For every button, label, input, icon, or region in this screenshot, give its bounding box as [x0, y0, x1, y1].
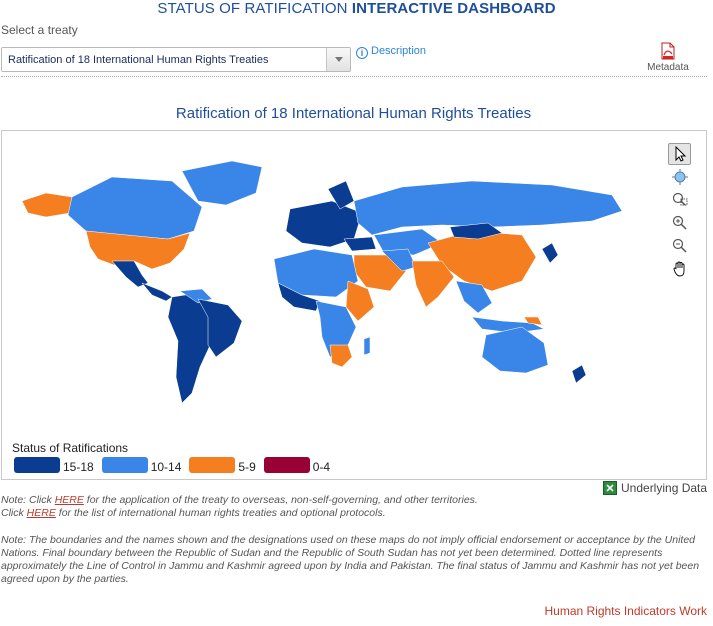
map-region-west-africa[interactable]	[277, 282, 321, 312]
full-extent-button[interactable]	[668, 166, 691, 188]
note-text: Note: Click	[1, 494, 52, 506]
metadata-label: Metadata	[647, 62, 689, 73]
description-link[interactable]: i Description	[356, 45, 426, 59]
legend: 15-18 10-14 5-9 0-4	[14, 457, 338, 473]
map-region-indonesia[interactable]	[471, 316, 545, 334]
map-region-usa[interactable]	[85, 230, 191, 270]
dashboard-title: STATUS OF RATIFICATION INTERACTIVE DASHB…	[0, 0, 713, 18]
map-region-greenland[interactable]	[181, 160, 263, 206]
map-region-southern-africa[interactable]	[329, 344, 353, 368]
description-label: Description	[371, 45, 427, 57]
map-region-mexico[interactable]	[111, 260, 149, 288]
legend-item-5-9: 5-9	[189, 457, 256, 474]
underlying-data-label: Underlying Data	[621, 481, 708, 495]
select-arrow-icon	[675, 146, 686, 162]
map-region-brazil[interactable]	[197, 298, 243, 358]
zoom-box-button[interactable]	[668, 189, 691, 211]
title-prefix: STATUS OF RATIFICATION	[157, 0, 348, 17]
legend-item-10-14: 10-14	[101, 457, 182, 474]
excel-icon	[603, 481, 617, 495]
legend-title: Status of Ratifications	[12, 441, 129, 455]
legend-label: 5-9	[238, 460, 256, 474]
zoom-box-icon	[672, 192, 687, 206]
map-region-japan[interactable]	[541, 242, 559, 264]
human-rights-indicators-link[interactable]: Human Rights Indicators Work	[544, 604, 707, 618]
map-region-russia[interactable]	[353, 180, 623, 236]
map-region-turkey[interactable]	[343, 236, 377, 252]
map-region-alaska[interactable]	[21, 192, 73, 218]
legend-swatch	[101, 457, 148, 473]
legend-item-15-18: 15-18	[14, 457, 94, 473]
legend-swatch	[263, 457, 310, 473]
note-treaty-list: Click HERE for the list of international…	[1, 507, 707, 520]
map-panel[interactable]: Status of Ratifications 15-18 10-14 5-9 …	[1, 130, 707, 480]
legend-label: 15-18	[63, 460, 94, 474]
treaty-select-label: Select a treaty	[1, 23, 78, 37]
note-text: Click	[1, 507, 24, 519]
zoom-out-button[interactable]	[668, 235, 691, 257]
underlying-data-link[interactable]: Underlying Data	[603, 481, 707, 495]
chevron-down-icon[interactable]	[326, 48, 350, 71]
map-region-mongolia[interactable]	[449, 222, 503, 240]
note-territories: Note: Click HERE for the application of …	[1, 494, 707, 507]
notes-section: Note: Click HERE for the application of …	[1, 494, 707, 586]
note-text: for the application of the treaty to ove…	[86, 494, 478, 506]
treaty-select-value: Ratification of 18 International Human R…	[8, 54, 269, 66]
legend-label: 10-14	[150, 460, 182, 474]
globe-icon	[671, 169, 688, 185]
map-region-venezuela[interactable]	[179, 288, 213, 304]
pdf-icon	[661, 42, 675, 60]
map-region-madagascar[interactable]	[363, 336, 371, 356]
map-toolbar	[668, 143, 692, 281]
map-title: Ratification of 18 International Human R…	[175, 105, 532, 122]
map-region-canada[interactable]	[67, 176, 203, 240]
legend-swatch	[14, 457, 60, 473]
pan-button[interactable]	[668, 258, 691, 280]
pan-hand-icon	[673, 261, 684, 277]
legend-item-0-4: 0-4	[263, 457, 331, 474]
map-region-australia[interactable]	[481, 326, 549, 374]
zoom-in-icon	[672, 215, 687, 230]
legend-swatch	[189, 457, 236, 473]
map-region-india[interactable]	[411, 260, 455, 308]
zoom-out-icon	[672, 238, 687, 253]
title-bold: INTERACTIVE DASHBOARD	[351, 0, 556, 17]
here-link-territories[interactable]: HERE	[54, 494, 84, 506]
map-region-papua[interactable]	[523, 316, 543, 326]
header-divider	[1, 76, 707, 77]
here-link-treaties[interactable]: HERE	[26, 507, 56, 519]
zoom-in-button[interactable]	[668, 212, 691, 234]
disclaimer-note: Note: The boundaries and the names shown…	[1, 534, 700, 585]
treaty-select[interactable]: Ratification of 18 International Human R…	[1, 47, 351, 72]
map-region-kazakhstan[interactable]	[373, 228, 443, 256]
legend-label: 0-4	[312, 460, 331, 474]
world-map[interactable]	[2, 131, 706, 431]
map-region-east-africa[interactable]	[345, 280, 375, 322]
map-region-central-america[interactable]	[141, 282, 173, 302]
select-tool-button[interactable]	[668, 143, 691, 165]
map-region-southeast-asia[interactable]	[455, 280, 493, 314]
note-text: for the list of international human righ…	[58, 507, 386, 519]
metadata-button[interactable]: Metadata	[643, 42, 693, 73]
map-region-new-zealand[interactable]	[571, 364, 587, 384]
info-icon: i	[356, 47, 368, 59]
